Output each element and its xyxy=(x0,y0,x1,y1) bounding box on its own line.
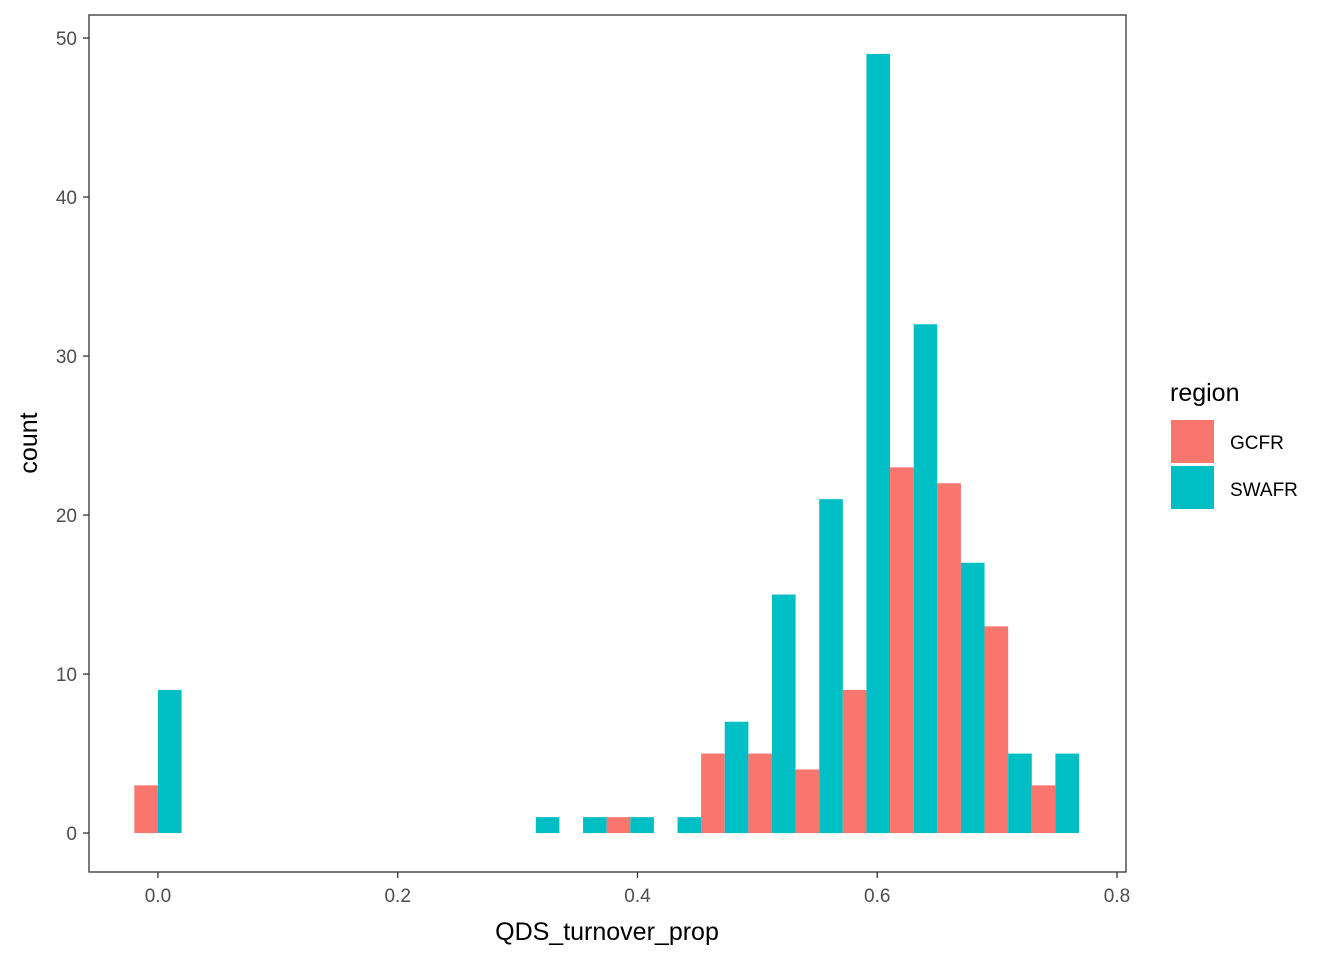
bar-swafr-9 xyxy=(583,817,607,834)
bar-gcfr-15 xyxy=(842,689,867,834)
bar-swafr-8 xyxy=(535,817,560,834)
bar-gcfr-12 xyxy=(701,753,725,834)
y-axis: 0 10 20 30 40 50 xyxy=(56,29,89,845)
y-tick-label: 50 xyxy=(56,29,77,50)
legend: region GCFR SWAFR xyxy=(1170,379,1298,509)
y-tick-label: 30 xyxy=(56,347,77,368)
bar-swafr-11 xyxy=(677,817,702,834)
legend-title: region xyxy=(1170,379,1240,407)
bar-swafr-14 xyxy=(819,499,843,834)
bar-gcfr-10 xyxy=(606,817,631,834)
x-tick-label: 0.4 xyxy=(624,886,651,907)
x-axis: 0.0 0.2 0.4 0.6 0.8 xyxy=(145,872,1130,907)
legend-key-gcfr xyxy=(1171,420,1214,463)
x-tick-label: 0.6 xyxy=(864,886,890,907)
bar-gcfr-16 xyxy=(890,467,914,834)
bar-gcfr-13 xyxy=(748,753,772,834)
bar-gcfr-14 xyxy=(795,769,820,834)
x-tick-label: 0.2 xyxy=(384,886,410,907)
bar-swafr-0 xyxy=(157,689,182,834)
bar-swafr-15 xyxy=(866,53,891,834)
bar-gcfr-17 xyxy=(937,483,961,834)
bar-swafr-18 xyxy=(1008,753,1032,834)
x-tick-label: 0.0 xyxy=(145,886,171,907)
bar-swafr-16 xyxy=(913,324,938,834)
bars-group xyxy=(134,53,1080,834)
bar-gcfr-19 xyxy=(1031,785,1056,834)
bar-swafr-10 xyxy=(630,817,654,834)
y-tick-label: 20 xyxy=(56,506,77,527)
legend-label-gcfr: GCFR xyxy=(1230,433,1284,454)
y-tick-label: 10 xyxy=(56,665,77,686)
legend-label-swafr: SWAFR xyxy=(1230,480,1298,501)
x-tick-label: 0.8 xyxy=(1104,886,1130,907)
y-axis-title: count xyxy=(15,412,43,473)
y-tick-label: 0 xyxy=(66,824,77,845)
panel-border xyxy=(88,14,1127,873)
y-tick-label: 40 xyxy=(56,188,77,209)
bar-swafr-17 xyxy=(960,562,985,834)
bar-swafr-12 xyxy=(724,721,749,834)
bar-swafr-19 xyxy=(1055,753,1080,834)
x-axis-title: QDS_turnover_prop xyxy=(495,918,719,946)
bar-swafr-13 xyxy=(771,594,796,834)
bar-gcfr-0 xyxy=(134,785,158,834)
legend-key-swafr xyxy=(1171,466,1214,509)
bar-gcfr-18 xyxy=(984,626,1009,834)
